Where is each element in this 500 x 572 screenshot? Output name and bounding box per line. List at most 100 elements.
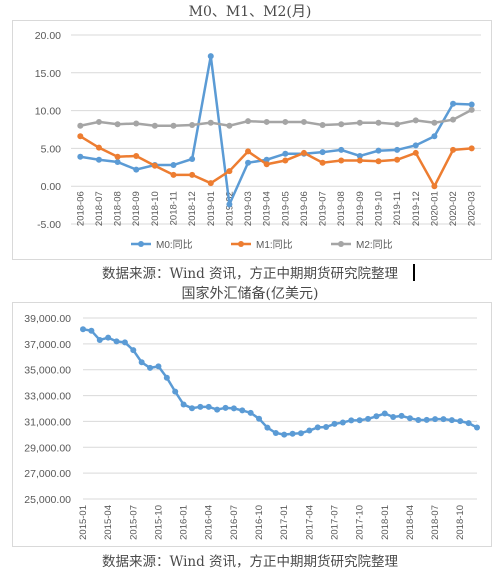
y-tick-label: 25,000.00 (24, 494, 71, 506)
data-point (226, 168, 233, 175)
data-point (297, 430, 304, 437)
data-point (373, 413, 380, 420)
data-point (319, 159, 326, 166)
chart2-source: 数据来源：Wind 资讯，方正中期期货研究院整理 (101, 554, 399, 570)
x-tick-label: 2018-06 (75, 191, 86, 226)
x-tick-label: 2019-06 (299, 191, 310, 226)
data-point (338, 157, 345, 164)
data-point (114, 153, 121, 160)
data-point (394, 156, 401, 163)
x-tick-label: 2019-10 (374, 191, 385, 226)
data-point (113, 338, 120, 345)
data-point (348, 417, 355, 424)
data-point (375, 158, 382, 165)
data-point (245, 118, 252, 125)
data-point (226, 201, 233, 208)
x-tick-label: 2019-09 (355, 191, 366, 226)
x-tick-label: 2018-07 (430, 505, 441, 540)
legend-marker (338, 241, 344, 247)
data-point (130, 347, 137, 354)
data-point (450, 116, 457, 123)
x-tick-label: 2018-01 (380, 505, 391, 540)
x-tick-label: 2019-11 (392, 191, 403, 225)
data-point (415, 417, 422, 424)
data-point (189, 121, 196, 128)
data-point (440, 416, 447, 423)
text-cursor (413, 264, 415, 281)
x-tick-label: 2019-04 (262, 191, 273, 226)
data-point (188, 405, 195, 412)
chart2-panel: 39,000.00 37,000.00 35,000.00 33,000.00 31,0… (12, 302, 492, 547)
data-point (245, 148, 252, 155)
data-point (300, 118, 307, 125)
x-tick-label: 2020-03 (467, 191, 478, 226)
data-point (172, 388, 179, 395)
data-point (77, 122, 84, 129)
data-point (151, 122, 158, 129)
data-point (282, 157, 289, 164)
data-point (256, 415, 263, 422)
data-point (457, 418, 464, 425)
data-point (356, 157, 363, 164)
legend-label: M1:同比 (256, 239, 293, 251)
data-point (338, 121, 345, 128)
data-point (406, 415, 413, 422)
x-tick-label: 2018-08 (113, 191, 124, 226)
data-point (448, 417, 455, 424)
data-point (133, 166, 140, 173)
data-point (431, 183, 438, 190)
data-point (300, 149, 307, 156)
x-tick-label: 2018-10 (455, 505, 466, 540)
data-point (230, 405, 237, 412)
data-point (263, 161, 270, 168)
data-point (114, 121, 121, 128)
data-point (114, 159, 121, 166)
data-point (133, 120, 140, 127)
data-point (331, 420, 338, 427)
data-point (468, 106, 475, 113)
data-point (338, 146, 345, 153)
data-point (356, 417, 363, 424)
data-point (77, 133, 84, 140)
y-tick-label: 39,000.00 (24, 313, 71, 325)
data-point (207, 53, 214, 60)
chart1-panel: 20.00 15.00 10.00 5.00 0.00 -5.00 2018-06 2018-… (12, 20, 492, 260)
data-point (394, 121, 401, 128)
y-tick-label: 0.00 (41, 181, 62, 193)
x-tick-label: 2019-07 (318, 191, 329, 226)
data-point (450, 100, 457, 107)
x-tick-label: 2018-04 (405, 505, 416, 540)
x-tick-label: 2019-12 (411, 191, 422, 226)
x-tick-label: 2017-07 (329, 505, 340, 540)
data-point (375, 119, 382, 126)
y-tick-label: 15.00 (35, 68, 61, 80)
data-point (77, 153, 84, 160)
x-tick-label: 2018-12 (187, 191, 198, 226)
x-tick-label: 2017-01 (279, 505, 290, 540)
x-tick-label: 2018-10 (150, 191, 161, 226)
data-point (465, 420, 472, 427)
data-point (105, 334, 112, 341)
y-tick-label: 20.00 (35, 30, 61, 42)
data-point (432, 416, 439, 423)
data-point (474, 424, 480, 431)
data-point (133, 152, 140, 159)
data-point (95, 144, 102, 151)
data-point (339, 419, 346, 426)
data-point (375, 147, 382, 154)
data-point (163, 374, 170, 381)
data-point (222, 404, 229, 411)
x-tick-label: 2015-01 (78, 505, 89, 540)
data-point (394, 146, 401, 153)
y-tick-label: 10.00 (35, 106, 61, 118)
data-point (398, 412, 405, 419)
data-point (263, 156, 270, 163)
data-point (423, 416, 430, 423)
x-tick-label: 2015-10 (153, 505, 164, 540)
x-tick-label: 2020-02 (448, 191, 459, 226)
data-point (282, 150, 289, 157)
data-point (431, 119, 438, 126)
legend-label: M0:同比 (156, 239, 193, 251)
data-point (207, 180, 214, 187)
y-tick-label: -5.00 (37, 219, 61, 231)
